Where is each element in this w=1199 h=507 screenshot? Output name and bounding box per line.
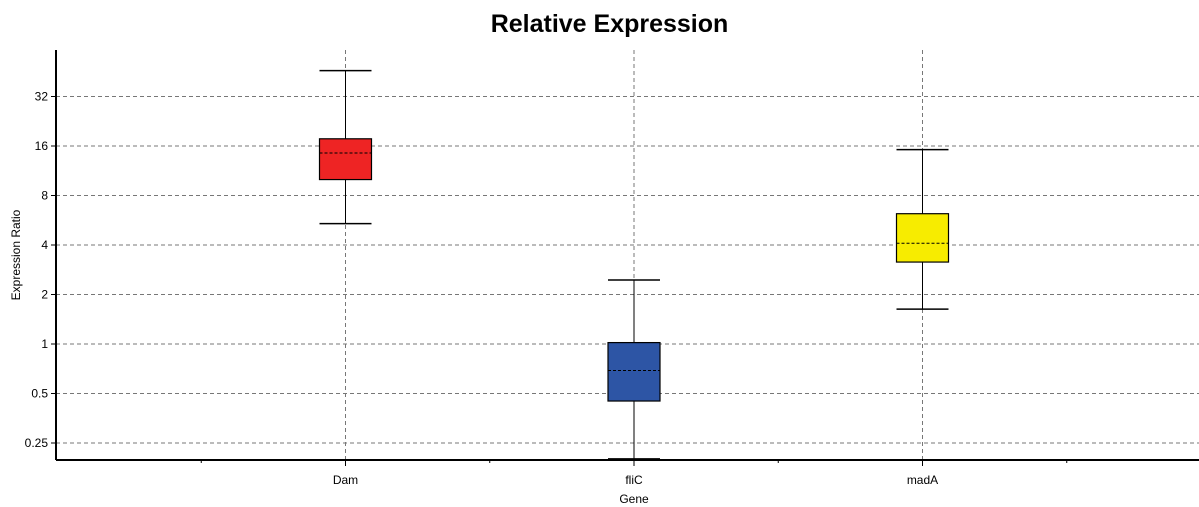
x-tick-label: Dam [333, 473, 358, 487]
y-tick-label: 4 [41, 238, 48, 252]
y-tick-label: 16 [35, 139, 49, 153]
y-tick-label: 2 [41, 288, 48, 302]
y-tick-label: 8 [41, 189, 48, 203]
x-axis-title: Gene [619, 492, 649, 506]
y-axis-title: Expression Ratio [9, 209, 23, 300]
chart-title: Relative Expression [490, 10, 729, 38]
x-tick-label: madA [907, 473, 938, 487]
box-Dam [318, 69, 373, 225]
box-fliC [607, 279, 661, 460]
y-tick-label: 0.5 [31, 387, 48, 401]
y-tick-label: 0.25 [25, 436, 49, 450]
box-body [895, 213, 950, 263]
y-tick-label: 32 [35, 90, 49, 104]
box-body [318, 138, 373, 181]
y-tick-label: 1 [41, 337, 48, 351]
axes [51, 50, 1199, 466]
box-madA [895, 148, 950, 310]
grid-lines [56, 50, 1199, 460]
x-tick-label: fliC [625, 473, 643, 487]
box-body [607, 341, 661, 402]
box-series [318, 69, 950, 460]
tick-labels: 0.25 0.5 1 2 4 8 16 32 Dam fliC madA [25, 90, 939, 488]
